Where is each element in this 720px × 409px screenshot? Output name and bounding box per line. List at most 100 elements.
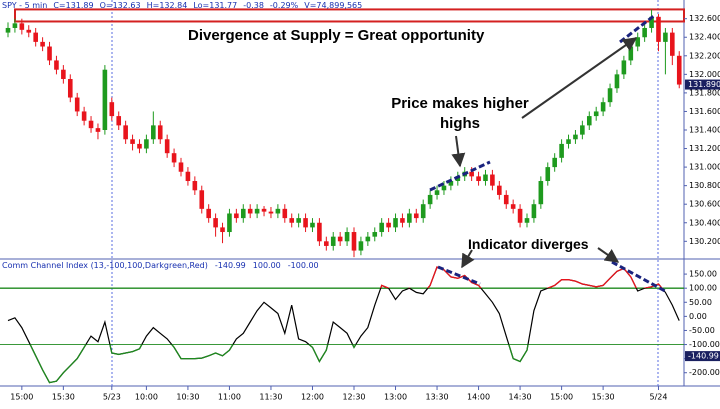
x-tick-label: 10:00 — [135, 393, 158, 402]
y-tick-label: 132.6000 — [689, 14, 720, 23]
y-tick-label: 130.6000 — [689, 200, 720, 209]
drawings — [429, 13, 666, 293]
candle-body — [26, 29, 32, 33]
header-item: O=132.63 — [100, 1, 141, 10]
y-tick-label: 131.6000 — [689, 107, 720, 116]
indicator-readout: -140.99 — [215, 261, 246, 270]
header-item: C=131.89 — [53, 1, 93, 10]
candle-body — [151, 125, 156, 140]
candle-body — [81, 111, 87, 121]
candle-body — [407, 213, 412, 223]
y-tick-label: 50.00 — [689, 298, 712, 307]
candle-body — [351, 232, 357, 251]
x-tick-label: 14:30 — [509, 393, 532, 402]
divergence-line — [611, 260, 666, 293]
y-tick-label: 0.00 — [689, 312, 707, 321]
candle-body — [386, 222, 391, 228]
candle-body — [566, 139, 571, 144]
arrow — [461, 249, 475, 269]
candle-body — [379, 222, 384, 233]
candle-body — [344, 232, 350, 242]
candle-body — [642, 27, 647, 38]
candle-body — [420, 204, 426, 219]
candle-body — [171, 153, 177, 163]
header-item: H=132.84 — [147, 1, 188, 10]
indicator-title: Comm Channel Index (13,-100,100,Darkgree… — [2, 261, 319, 270]
annotation: Indicator diverges — [468, 236, 589, 252]
last-value-label: -140.99 — [688, 352, 719, 361]
candle-body — [296, 218, 301, 223]
candle-body — [192, 181, 198, 191]
y-tick-label: 131.2000 — [689, 144, 720, 153]
header-item: -0.29% — [270, 1, 299, 10]
candle-body — [324, 241, 329, 246]
annotation: Price makes higher highs — [391, 95, 529, 132]
arrow — [597, 247, 620, 263]
last-value-label: 131.8900 — [688, 80, 720, 89]
candle-body — [303, 218, 308, 228]
arrow — [451, 135, 466, 168]
candle-body — [116, 116, 122, 126]
candle-body — [413, 213, 419, 219]
candle-body — [234, 213, 239, 219]
x-tick-label: 15:30 — [592, 393, 615, 402]
y-tick-label: 132.4000 — [689, 33, 720, 42]
indicator-readout: -100.00 — [288, 261, 319, 270]
candle-body — [469, 171, 474, 177]
divergence-line — [429, 160, 491, 192]
candle-body — [254, 208, 260, 214]
supply-zone — [14, 8, 685, 23]
y-tick-label: 132.2000 — [689, 51, 720, 60]
x-tick-label: 5/24 — [649, 393, 667, 402]
candle-body — [330, 236, 336, 246]
y-tick-label: 131.0000 — [689, 163, 720, 172]
cci-overbought-line — [380, 266, 663, 289]
x-tick-label: 10:30 — [176, 393, 199, 402]
header-item: V=74,899,565 — [304, 1, 362, 10]
divergence-line — [619, 13, 656, 44]
indicator-readout: 100.00 — [253, 261, 281, 270]
candle-body — [393, 218, 398, 228]
y-tick-label: 100.00 — [689, 284, 717, 293]
indicator-name: Comm Channel Index (13,-100,100,Darkgree… — [2, 261, 208, 270]
candle-body — [358, 241, 364, 251]
candle-body — [490, 174, 495, 186]
candle-body — [19, 23, 25, 30]
candle-body — [600, 102, 606, 112]
candle-body — [268, 211, 274, 214]
candle-body — [199, 190, 205, 209]
y-tick-label: 131.4000 — [689, 126, 720, 135]
candle-body — [137, 143, 142, 149]
candle-body — [213, 218, 218, 228]
candle-body — [88, 120, 94, 129]
y-tick-label: 130.4000 — [689, 218, 720, 227]
candle-body — [427, 194, 433, 205]
candle-body — [54, 60, 59, 70]
y-tick-label: 131.8000 — [689, 88, 720, 97]
candle-body — [206, 208, 211, 219]
y-tick-label: -100.00 — [689, 340, 720, 349]
candle-body — [656, 16, 661, 42]
candle-body — [510, 204, 516, 209]
x-tick-label: 13:00 — [384, 393, 407, 402]
candle-body — [434, 190, 440, 195]
candle-body — [614, 74, 620, 89]
x-tick-label: 12:00 — [301, 393, 324, 402]
candle-body — [670, 32, 675, 56]
y-tick-label: -50.00 — [689, 326, 715, 335]
candle-body — [580, 125, 585, 135]
candle-body — [573, 134, 578, 140]
x-tick-label: 12:30 — [342, 393, 365, 402]
x-tick-label: 11:30 — [259, 393, 282, 402]
candle-body — [593, 111, 599, 117]
candle-body — [538, 181, 544, 205]
candle-body — [240, 208, 246, 219]
candle-body — [61, 69, 66, 79]
candle-body — [448, 181, 454, 186]
x-tick-label: 15:00 — [10, 393, 33, 402]
cci-panel — [0, 266, 684, 384]
candle-body — [400, 218, 405, 223]
candle-body — [33, 32, 38, 42]
candle-body — [227, 213, 232, 233]
candle-body — [372, 232, 378, 237]
